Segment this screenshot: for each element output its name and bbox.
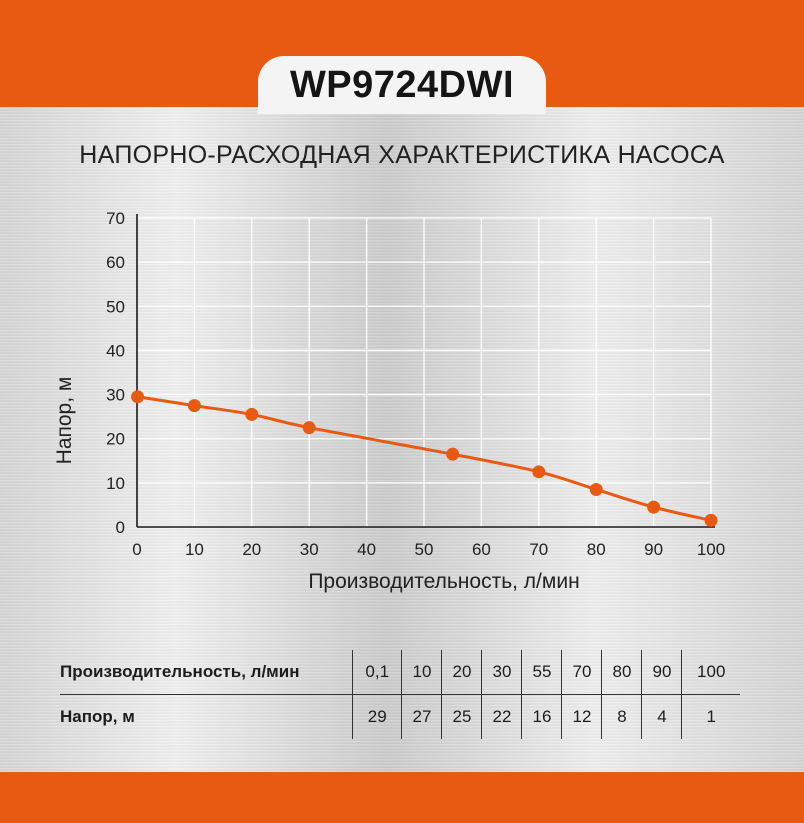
- table-cell: 25: [441, 694, 482, 739]
- x-tick-label: 100: [697, 540, 725, 559]
- x-tick-label: 0: [132, 540, 141, 559]
- data-point: [131, 390, 145, 404]
- series: [131, 390, 718, 527]
- table-cell: 70: [561, 650, 602, 695]
- y-axis-label: Напор, м: [53, 377, 76, 465]
- table-cell: 90: [641, 650, 682, 695]
- x-axis-label: Производительность, л/мин: [308, 570, 579, 593]
- table-cell: 8: [601, 694, 642, 739]
- x-tick-label: 80: [587, 540, 606, 559]
- chart-title: НАПОРНО-РАСХОДНАЯ ХАРАКТЕРИСТИКА НАСОСА: [79, 141, 725, 169]
- y-tick-label: 50: [106, 297, 125, 316]
- y-tick-label: 40: [106, 341, 125, 360]
- table-cell: 10: [401, 650, 442, 695]
- data-point: [589, 482, 603, 496]
- table-cell: 80: [601, 650, 642, 695]
- bottom-band: [0, 772, 804, 823]
- table-row-label: Напор, м: [60, 707, 135, 726]
- table-row-label: Производительность, л/мин: [60, 650, 353, 695]
- x-tick-label: 20: [242, 540, 261, 559]
- x-tick-label: 70: [529, 540, 548, 559]
- table-cell: 12: [561, 694, 602, 739]
- data-point: [704, 513, 718, 527]
- y-tick-label: 70: [106, 209, 125, 228]
- x-tick-label: 50: [415, 540, 434, 559]
- data-point: [187, 399, 201, 413]
- y-tick-labels: 0 10 20 30 40 50 60 70: [106, 209, 125, 537]
- data-point: [532, 465, 546, 479]
- x-tick-label: 10: [185, 540, 204, 559]
- model-tab: WP9724DWI: [258, 56, 546, 114]
- x-tick-label: 40: [357, 540, 376, 559]
- x-tick-label: 30: [300, 540, 319, 559]
- table-row: Производительность, л/мин 0,1 10 20 30 5…: [60, 650, 740, 695]
- table-row: Напор, м 29 27 25 22 16 12 8 4 1: [60, 694, 740, 739]
- table-cell: 27: [401, 694, 442, 739]
- table-cell: 55: [521, 650, 562, 695]
- spec-table: Производительность, л/мин 0,1 10 20 30 5…: [60, 650, 740, 739]
- table-cell: 1: [681, 694, 740, 739]
- y-tick-label: 0: [116, 518, 125, 537]
- y-tick-label: 30: [106, 386, 125, 405]
- table-cell: 100: [681, 650, 740, 695]
- table-cell: 22: [481, 694, 522, 739]
- model-title: WP9724DWI: [289, 63, 515, 106]
- y-tick-label: 20: [106, 430, 125, 449]
- table-cell: 30: [481, 650, 522, 695]
- data-point: [446, 447, 460, 461]
- x-tick-labels: 0 10 20 30 40 50 60 70 80 90 100: [132, 540, 725, 559]
- data-point: [302, 421, 316, 435]
- table-cell: 0,1: [351, 650, 402, 695]
- data-point: [647, 500, 661, 514]
- table-cell: 16: [521, 694, 562, 739]
- axes: [136, 214, 715, 528]
- y-tick-label: 10: [106, 474, 125, 493]
- y-tick-label: 60: [106, 253, 125, 272]
- table-cell: 20: [441, 650, 482, 695]
- data-point: [245, 407, 259, 421]
- table-cell: 29: [351, 694, 402, 739]
- x-tick-label: 60: [472, 540, 491, 559]
- x-tick-label: 90: [644, 540, 663, 559]
- grid: [137, 217, 712, 527]
- table-cell: 4: [641, 694, 682, 739]
